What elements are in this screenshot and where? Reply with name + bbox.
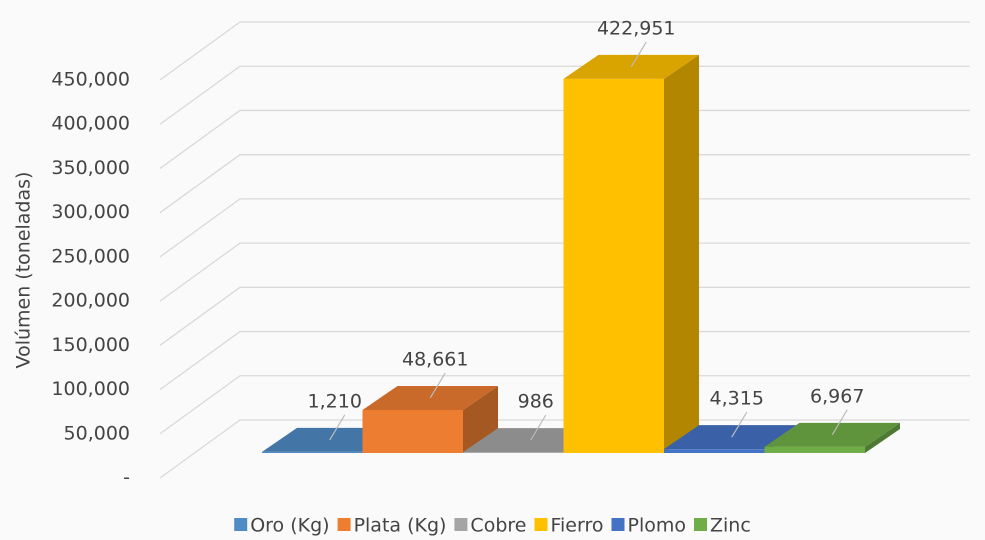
data-label: 6,967 (810, 385, 864, 407)
legend-swatch (454, 518, 467, 531)
data-label: 422,951 (597, 17, 676, 39)
y-tick-label: 250,000 (51, 245, 130, 267)
background (0, 0, 985, 540)
legend-label: Zinc (710, 515, 751, 537)
y-tick-label: 400,000 (51, 113, 130, 135)
legend-swatch (611, 518, 624, 531)
legend-label: Oro (Kg) (250, 515, 329, 537)
y-tick-label: 200,000 (51, 290, 130, 312)
y-axis-title: Volúmen (toneladas) (13, 172, 35, 369)
bar (463, 452, 564, 453)
y-tick-label: 150,000 (51, 334, 130, 356)
bar (765, 447, 866, 453)
legend-swatch (234, 518, 247, 531)
y-tick-label: 50,000 (64, 422, 130, 444)
bar (564, 79, 665, 453)
y-tick-label: 100,000 (51, 378, 130, 400)
bar (363, 410, 464, 453)
y-tick-label: 300,000 (51, 201, 130, 223)
y-tick-label: 450,000 (51, 69, 130, 91)
data-label: 48,661 (402, 348, 468, 370)
legend-label: Plata (Kg) (354, 515, 447, 537)
data-label: 986 (518, 391, 554, 413)
y-tick-label: - (123, 467, 130, 489)
bar-side (664, 55, 699, 453)
legend-swatch (534, 518, 547, 531)
bar (262, 452, 363, 453)
legend-label: Cobre (470, 515, 526, 537)
legend-label: Plomo (627, 515, 686, 537)
legend-swatch (694, 518, 707, 531)
bar (664, 449, 765, 453)
legend-label: Fierro (550, 515, 603, 537)
chart: Volúmen (toneladas) - 50,000 100,000 150,00… (0, 0, 985, 540)
data-label: 1,210 (308, 390, 362, 412)
data-label: 4,315 (710, 388, 764, 410)
legend-swatch (338, 518, 351, 531)
y-tick-label: 350,000 (51, 157, 130, 179)
